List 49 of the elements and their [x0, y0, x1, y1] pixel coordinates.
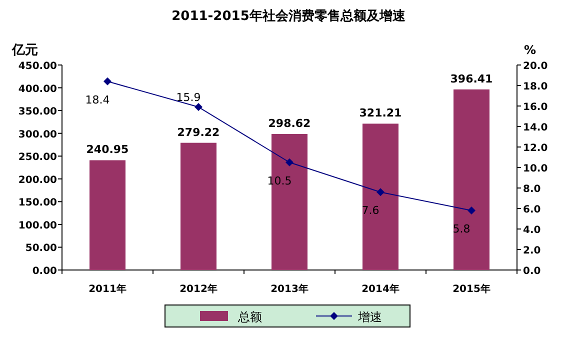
y-tick-label: 50.00	[25, 243, 58, 254]
y-tick-label: 0.00	[32, 266, 58, 277]
data-label: 7.6	[362, 204, 380, 218]
y2-tick-label: 14.0	[523, 122, 548, 134]
x-tick-label: 2011年	[88, 283, 126, 295]
data-label: 15.9	[176, 91, 201, 104]
y-tick-label: 400.00	[18, 84, 58, 95]
point	[286, 158, 294, 166]
point	[376, 188, 384, 196]
data-label: 321.21	[359, 106, 402, 120]
y-tick-label: 100.00	[18, 220, 58, 232]
y2-tick-label: 4.0	[523, 225, 541, 236]
y2-tick-label: 12.0	[523, 143, 548, 154]
point	[104, 77, 112, 86]
y2-tick-label: 16.0	[523, 102, 548, 113]
y-tick-label: 150.00	[18, 198, 58, 209]
y-tick-label: 300.00	[18, 129, 58, 140]
y-tick-label: 200.00	[18, 174, 58, 186]
y2-tick-label: 2.0	[523, 246, 541, 256]
y-tick-label: 350.00	[18, 106, 58, 118]
y2-tick-label: 20.0	[523, 61, 548, 72]
y2-axis-title: %	[524, 43, 536, 57]
y2-tick-label: 8.0	[523, 184, 541, 195]
data-label: 279.22	[177, 126, 220, 139]
y-tick-label: 450.00	[18, 61, 58, 72]
data-label: 18.4	[85, 93, 110, 106]
data-label: 396.41	[450, 72, 493, 86]
data-label: 298.62	[268, 116, 311, 130]
data-label: 5.8	[452, 222, 470, 236]
point	[194, 103, 202, 112]
y-tick-label: 250.00	[18, 152, 58, 164]
y2-tick-label: 10.0	[523, 164, 548, 174]
x-tick-label: 2014年	[362, 283, 400, 295]
x-tick-label: 2013年	[270, 283, 308, 295]
y-axis-title: 亿元	[11, 43, 38, 58]
data-label: 240.95	[86, 143, 129, 156]
chart-title: 2011-2015年社会消费零售总额及增速	[172, 8, 406, 24]
y2-tick-label: 0.0	[523, 266, 541, 277]
bar	[90, 160, 126, 270]
x-tick-label: 2015年	[452, 283, 490, 295]
bar	[180, 142, 216, 270]
y2-tick-label: 18.0	[523, 82, 548, 92]
legend-label: 总额	[237, 310, 262, 324]
x-tick-label: 2012年	[180, 283, 218, 295]
legend-label: 增速	[357, 310, 382, 324]
bar	[454, 89, 490, 270]
bar	[362, 124, 398, 270]
y2-tick-label: 6.0	[523, 204, 541, 216]
point	[468, 206, 476, 215]
